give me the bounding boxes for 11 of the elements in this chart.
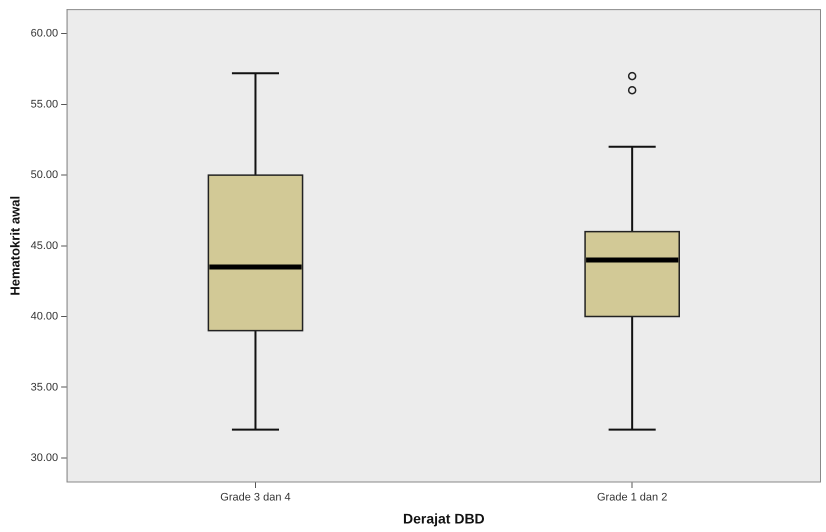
- y-tick-label: 45.00: [30, 240, 58, 252]
- x-axis-title: Derajat DBD: [402, 510, 485, 526]
- y-tick-label: 50.00: [30, 169, 58, 182]
- y-axis-title: Hematokrit awal: [7, 196, 22, 296]
- x-tick-label: Grade 1 dan 2: [596, 492, 668, 504]
- y-tick-label: 30.00: [30, 452, 58, 464]
- y-tick-label: 55.00: [30, 98, 58, 110]
- y-tick-label: 40.00: [30, 310, 58, 323]
- y-tick-label: 35.00: [30, 381, 58, 394]
- x-tick-label: Grade 3 dan 4: [220, 492, 291, 504]
- y-tick-label: 60.00: [30, 28, 58, 40]
